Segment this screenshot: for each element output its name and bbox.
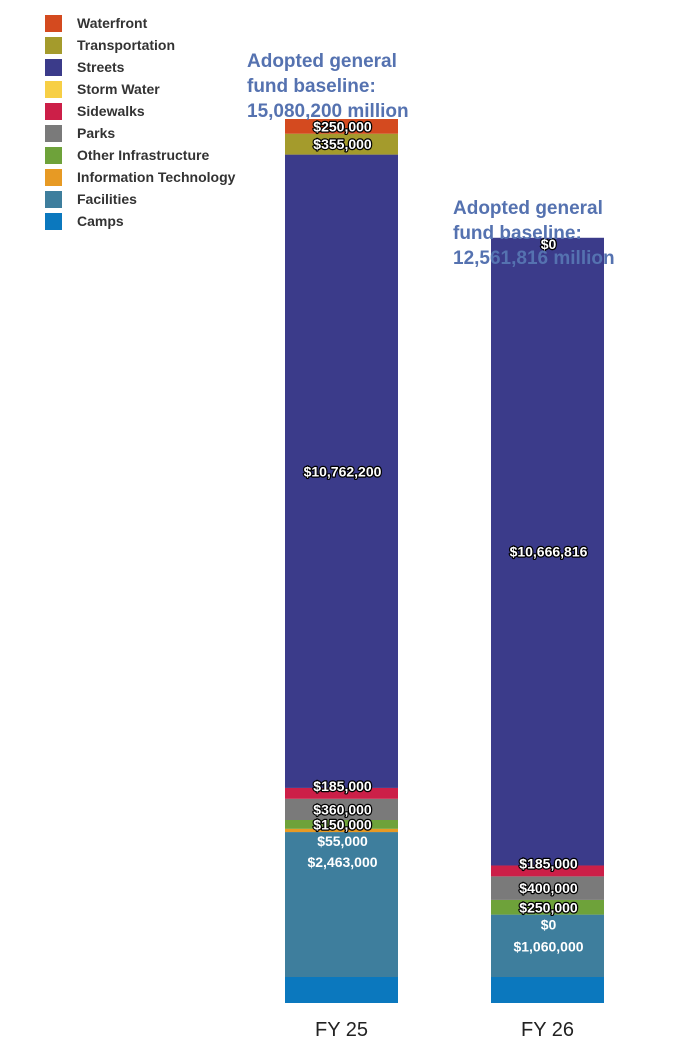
baseline-annotation-line: 15,080,200 million	[247, 101, 409, 122]
baseline-annotation-line: Adopted general	[453, 198, 603, 219]
legend-label-information-technology: Information Technology	[77, 169, 236, 185]
bar-segment-waterfront-fy-25	[285, 119, 398, 134]
value-label-sidewalks-fy-26: $185,000	[519, 855, 578, 871]
legend-item-storm-water: Storm Water	[45, 81, 160, 98]
x-tick-fy-25: FY 25	[315, 1019, 368, 1041]
legend-item-sidewalks: Sidewalks	[45, 103, 145, 120]
legend-label-storm-water: Storm Water	[77, 81, 160, 97]
legend-swatch-other-infrastructure	[45, 147, 62, 164]
bar-segment-transportation-fy-25	[285, 133, 398, 155]
legend-label-parks: Parks	[77, 125, 115, 141]
legend-label-streets: Streets	[77, 59, 125, 75]
legend-swatch-sidewalks	[45, 103, 62, 120]
bar-segment-camps-fy-25	[285, 977, 398, 1003]
legend-swatch-waterfront	[45, 15, 62, 32]
value-label-streets-fy-26: $10,666,816	[510, 544, 588, 560]
legend-item-transportation: Transportation	[45, 37, 175, 54]
baseline-annotation-line: fund baseline:	[247, 76, 376, 97]
value-label-other-infrastructure-fy-26: $250,000	[519, 899, 578, 915]
legend-swatch-parks	[45, 125, 62, 142]
bar-segment-parks-fy-26	[491, 876, 604, 900]
baseline-annotation-line: fund baseline:	[453, 223, 582, 244]
bar-segment-facilities-fy-25	[285, 832, 398, 977]
bar-fy-26	[491, 237, 604, 1003]
segment-labels: $2,463,000 $55,000$150,000$360,000 $185,00…	[302, 117, 588, 955]
baseline-annotation-line: Adopted general	[247, 51, 397, 72]
value-label-facilities-fy-26: $1,060,000	[513, 939, 583, 955]
legend-label-transportation: Transportation	[77, 37, 175, 53]
legend-item-camps: Camps	[45, 213, 124, 230]
bar-segment-sidewalks-fy-25	[285, 787, 398, 799]
bar-segment-sidewalks-fy-26	[491, 865, 604, 877]
value-label-streets-fy-25: $10,762,200	[304, 463, 382, 479]
value-label-information-technology-fy-26: $0	[541, 917, 557, 933]
value-label-waterfront-fy-25: $250,000	[313, 118, 372, 134]
legend-swatch-streets	[45, 59, 62, 76]
value-label-facilities-fy-25: $2,463,000	[307, 854, 377, 870]
legend-item-waterfront: Waterfront	[45, 15, 148, 32]
legend-label-waterfront: Waterfront	[77, 15, 148, 31]
bar-segment-facilities-fy-26	[491, 914, 604, 977]
baseline-annotation-fy-25: Adopted general fund baseline: 15,080,200 …	[247, 51, 409, 122]
baseline-annotation-line: 12,561,816 million	[453, 248, 615, 269]
bar-segment-parks-fy-25	[285, 798, 398, 820]
baseline-annotation-fy-26: Adopted general fund baseline: 12,561,816 …	[453, 198, 615, 269]
legend-swatch-information-technology	[45, 169, 62, 186]
x-axis-tick-labels: FY 25 FY 26	[315, 1019, 574, 1041]
legend-label-other-infrastructure: Other Infrastructure	[77, 147, 209, 163]
legend-item-parks: Parks	[45, 125, 115, 142]
legend-swatch-transportation	[45, 37, 62, 54]
legend-item-facilities: Facilities	[45, 191, 137, 208]
value-label-storm-water-fy-26: $0	[541, 236, 557, 252]
legend-item-information-technology: Information Technology	[45, 169, 236, 186]
legend-label-facilities: Facilities	[77, 191, 137, 207]
bar-segment-other-infrastructure-fy-25	[285, 819, 398, 829]
legend-label-sidewalks: Sidewalks	[77, 103, 145, 119]
value-label-parks-fy-26: $400,000	[519, 880, 578, 896]
value-label-transportation-fy-25: $355,000	[313, 136, 372, 152]
legend-swatch-facilities	[45, 191, 62, 208]
bar-fy-25	[285, 119, 398, 1003]
x-tick-fy-26: FY 26	[521, 1019, 574, 1041]
value-label-information-technology-fy-25: $55,000	[317, 833, 368, 849]
bar-segment-streets-fy-25	[285, 154, 398, 788]
value-label-other-infrastructure-fy-25: $150,000	[313, 816, 372, 832]
legend-item-streets: Streets	[45, 59, 125, 76]
legend-swatch-camps	[45, 213, 62, 230]
legend-item-other-infrastructure: Other Infrastructure	[45, 147, 209, 164]
bar-segment-other-infrastructure-fy-26	[491, 899, 604, 915]
legend-label-camps: Camps	[77, 213, 124, 229]
legend-swatch-storm-water	[45, 81, 62, 98]
value-label-parks-fy-25: $360,000	[313, 801, 372, 817]
annotations: Adopted general fund baseline: 15,080,200 …	[247, 51, 615, 269]
bars	[285, 119, 604, 1003]
legend: Waterfront Transportation Streets Storm Wat…	[45, 15, 236, 230]
bar-segment-streets-fy-26	[491, 237, 604, 866]
value-label-sidewalks-fy-25: $185,000	[313, 778, 372, 794]
bar-segment-information-technology-fy-25	[285, 828, 398, 833]
bar-segment-camps-fy-26	[491, 977, 604, 1003]
